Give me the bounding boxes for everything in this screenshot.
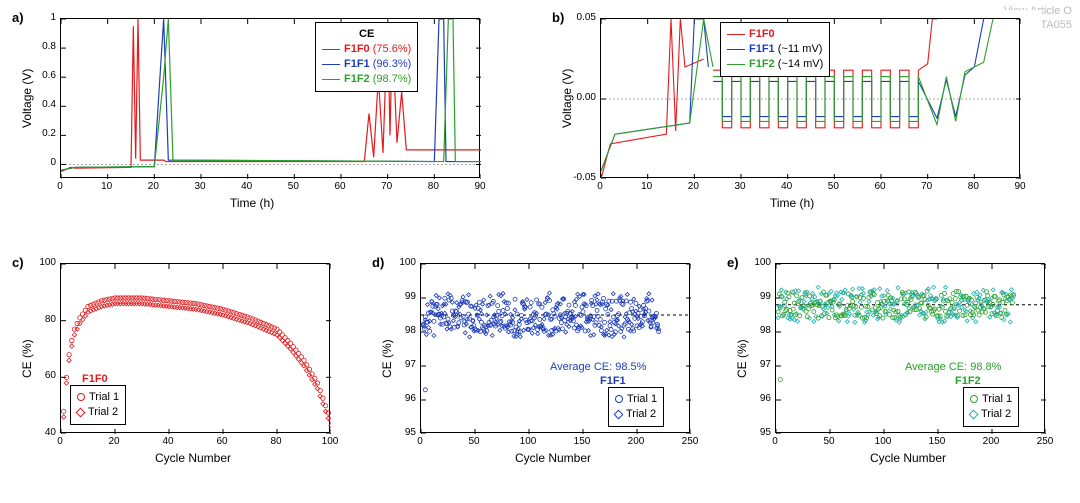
legend-item: F1F0 (75.6%) [322,42,411,57]
ylabel-c: CE (%) [20,339,34,378]
xtick: 10 [97,181,117,192]
panel-d: d)0501001502002509596979899100Cycle Numb… [372,255,712,485]
ytick: 60 [12,370,56,381]
legend-b: F1F0 F1F1 (~11 mV)F1F2 (~14 mV) [720,22,830,77]
ytick: 80 [12,314,56,325]
ytick: 40 [12,427,56,438]
xtick: 50 [819,436,839,447]
ytick: 97 [372,359,416,370]
xtick: 60 [212,436,232,447]
ylabel-e: CE (%) [735,339,749,378]
legend-item: F1F2 (98.7%) [322,72,411,87]
ytick: 96 [372,393,416,404]
xtick: 250 [1035,436,1055,447]
ytick: 98 [727,325,771,336]
panel-b: b)0102030405060708090-0.050.000.05Time (… [552,10,1042,230]
series-label-d: F1F1 [600,375,626,387]
xtick: 80 [266,436,286,447]
legend-item: Trial 2 [615,407,657,422]
panel-a: a)010203040506070809000.20.40.60.81Time … [12,10,502,230]
legend-item: Trial 1 [970,392,1012,407]
xtick: 150 [927,436,947,447]
avg-note-d: Average CE: 98.5% [550,361,646,373]
ytick: 100 [372,257,416,268]
legend-item: Trial 1 [77,390,119,405]
xtick: 60 [330,181,350,192]
legend-item: F1F0 [727,27,823,42]
ytick: 0.6 [12,70,56,81]
xtick: 150 [572,436,592,447]
series-label-c: F1F0 [82,373,108,385]
legend-a: CEF1F0 (75.6%)F1F1 (96.3%)F1F2 (98.7%) [315,22,418,92]
xlabel-b: Time (h) [770,196,814,210]
xtick: 30 [190,181,210,192]
ytick: 95 [372,427,416,438]
xtick: 20 [104,436,124,447]
xtick: 80 [963,181,983,192]
xtick: 50 [464,436,484,447]
legend-item: Trial 2 [970,407,1012,422]
xtick: 100 [320,436,340,447]
panel-e: e)0501001502002509596979899100Cycle Numb… [727,255,1067,485]
xtick: 100 [873,436,893,447]
xtick: 10 [637,181,657,192]
xlabel-c: Cycle Number [155,451,231,465]
ytick: 97 [727,359,771,370]
xtick: 0 [50,181,70,192]
ytick: 0.00 [552,92,596,103]
ytick: 0 [12,157,56,168]
ytick: 1 [12,12,56,23]
legend-item: Trial 1 [615,392,657,407]
ytick: 0.05 [552,12,596,23]
xlabel-d: Cycle Number [515,451,591,465]
ylabel-a: Voltage (V) [20,69,34,128]
xtick: 60 [870,181,890,192]
ytick: 99 [727,291,771,302]
panel-c: c)020406080100406080100Cycle NumberCE (%… [12,255,352,485]
ytick: 98 [372,325,416,336]
ytick: 99 [372,291,416,302]
ytick: 0.4 [12,99,56,110]
xtick: 200 [981,436,1001,447]
xtick: 20 [143,181,163,192]
legend-item: F1F1 (~11 mV) [727,42,823,57]
xtick: 50 [823,181,843,192]
legend-item: Trial 2 [77,405,119,420]
xtick: 40 [158,436,178,447]
xtick: 90 [470,181,490,192]
xtick: 20 [683,181,703,192]
ytick: 96 [727,393,771,404]
legend-c: Trial 1Trial 2 [70,385,126,425]
xtick: 40 [237,181,257,192]
ylabel-d: CE (%) [380,339,394,378]
ytick: -0.05 [552,172,596,183]
ytick: 0.2 [12,128,56,139]
xtick: 40 [777,181,797,192]
legend-item: F1F2 (~14 mV) [727,57,823,72]
xtick: 70 [917,181,937,192]
legend-item: F1F1 (96.3%) [322,57,411,72]
xtick: 80 [423,181,443,192]
ytick: 100 [12,257,56,268]
xtick: 200 [626,436,646,447]
ytick: 0.8 [12,41,56,52]
xtick: 100 [518,436,538,447]
legend-e: Trial 1Trial 2 [963,387,1019,427]
legend-title: CE [322,27,411,42]
ytick: 95 [727,427,771,438]
xtick: 90 [1010,181,1030,192]
xlabel-a: Time (h) [230,196,274,210]
ylabel-b: Voltage (V) [560,69,574,128]
avg-note-e: Average CE: 98.8% [905,361,1001,373]
series-label-e: F1F2 [955,375,981,387]
xtick: 30 [730,181,750,192]
xtick: 250 [680,436,700,447]
xtick: 70 [377,181,397,192]
legend-d: Trial 1Trial 2 [608,387,664,427]
ytick: 100 [727,257,771,268]
xtick: 50 [283,181,303,192]
xlabel-e: Cycle Number [870,451,946,465]
